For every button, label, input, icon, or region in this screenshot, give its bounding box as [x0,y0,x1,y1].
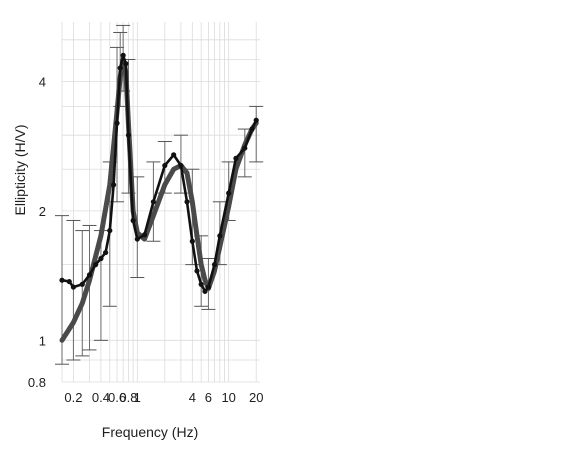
measured-point [226,190,232,196]
x-tick-label: 4 [189,390,196,405]
measured-point [178,162,184,169]
x-tick-label: 0.4 [92,390,110,405]
measured-point [59,277,65,283]
x-tick-label: 10 [221,390,235,405]
measured-point [171,152,177,158]
y-tick-label: 1 [39,333,46,348]
measured-point [189,238,195,244]
measured-point [103,249,109,256]
y-tick-label: 4 [39,74,46,89]
measured-point [211,262,218,268]
model-curve [59,57,259,343]
y-tick-label: 0.8 [28,375,46,390]
measured-point [184,199,190,205]
measured-point [117,65,123,71]
x-tick-label: 1 [134,390,141,405]
plot-series [59,52,259,343]
measured-point [253,117,259,123]
measured-point [114,120,120,126]
measured-point [130,217,136,224]
x-tick-label: 20 [249,390,263,405]
x-tick-label: 0.2 [64,390,82,405]
measured-point [70,284,77,290]
measured-point [134,236,140,242]
measured-point [202,288,208,294]
measured-point [217,233,223,239]
measured-point [120,52,126,58]
measured-point [79,281,85,287]
y-tick-label: 2 [39,204,46,219]
x-tick-label: 0.6 [108,390,126,405]
x-tick-label: 6 [205,390,212,405]
measured-point [125,132,132,138]
measured-point [150,199,156,205]
measured-point [93,262,99,268]
measured-point [66,278,72,285]
y-axis-ticks: 0.8 1 2 4 [28,74,46,390]
measured-point [198,281,204,287]
measured-point [249,126,255,132]
x-tick-label: 0.8 [119,390,137,405]
measured-point [242,145,248,151]
measured-point [98,255,104,262]
measured-point [194,268,200,274]
x-axis-label: Frequency (Hz) [102,424,198,440]
measured-point [141,232,148,238]
measured-point [110,182,117,188]
y-axis-label: Ellipticity (H/V) [12,124,28,215]
measured-point [107,227,113,234]
measured-point [123,61,129,67]
measured-point [162,162,168,169]
measured-point [233,155,239,161]
measured-curve [60,54,258,293]
measured-point [86,272,93,278]
measured-point [205,284,212,290]
x-axis-ticks: 0.2 0.40.60.81 4 6 10 20 [64,390,263,405]
